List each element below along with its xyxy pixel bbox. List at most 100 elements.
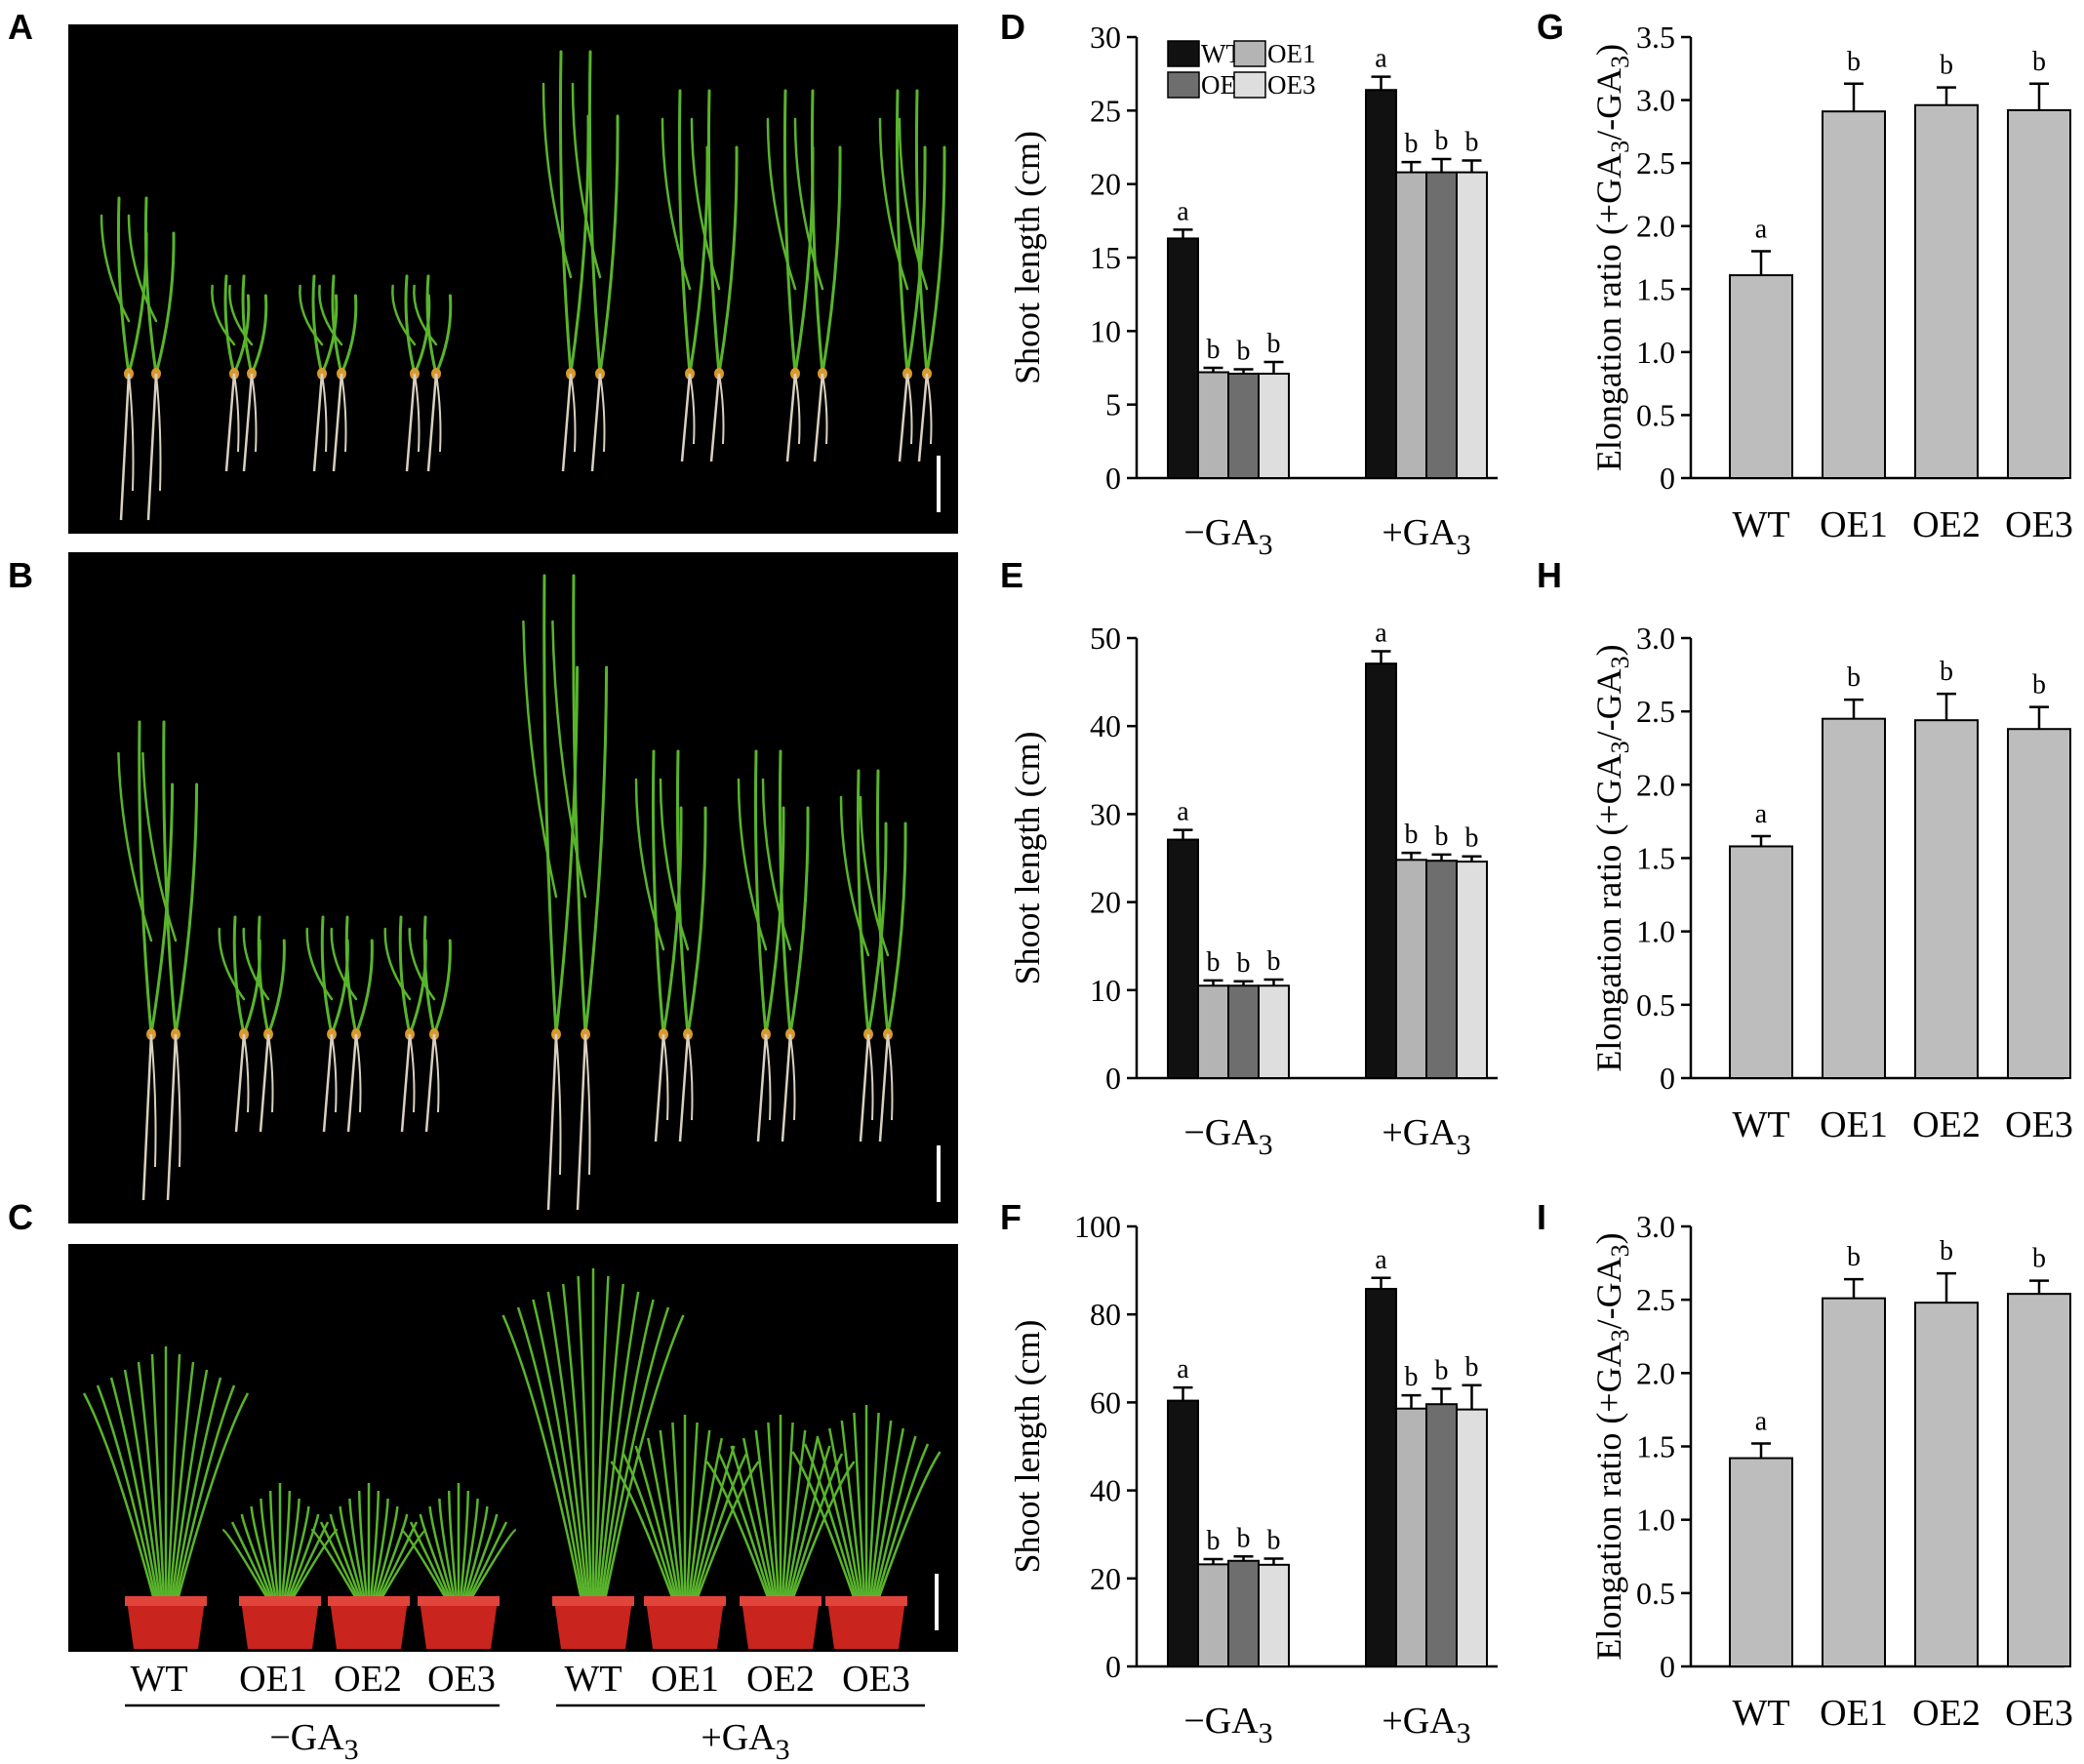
- x-category-label: WT: [1732, 504, 1789, 545]
- y-tick-label: 5: [1105, 387, 1121, 422]
- x-category-label: OE2: [1912, 504, 1981, 545]
- significance-letter: b: [1435, 126, 1449, 156]
- y-tick-label: 10: [1090, 973, 1121, 1008]
- y-tick-label: 0: [1105, 1061, 1121, 1096]
- leaf-blade: [462, 1505, 489, 1601]
- leaf-blade: [791, 1451, 857, 1601]
- leaf-blade: [150, 1353, 166, 1601]
- pot-rim: [825, 1596, 907, 1606]
- pot: [420, 1600, 498, 1649]
- significance-letter: a: [1177, 797, 1189, 827]
- significance-letter: a: [1755, 1406, 1768, 1436]
- leaf-blade: [691, 1445, 736, 1601]
- leaf-blade: [601, 1306, 670, 1601]
- leaf-blade: [318, 284, 343, 346]
- root: [709, 373, 721, 462]
- x-category-label: OE1: [1820, 1104, 1888, 1145]
- leaf-blade: [250, 1505, 276, 1601]
- bar: [1425, 860, 1458, 1079]
- bar: [1258, 1563, 1290, 1667]
- y-tick-label: 0: [1660, 1649, 1675, 1684]
- bar: [1167, 237, 1199, 479]
- leaf-blade: [778, 749, 792, 1036]
- root: [234, 1033, 246, 1133]
- significance-letter: b: [1207, 947, 1221, 978]
- leaf-blade: [221, 1528, 270, 1601]
- bar: [1729, 1457, 1793, 1667]
- panel-letter-g: G: [1537, 7, 1564, 47]
- root: [687, 1033, 694, 1121]
- y-tick-label: 30: [1090, 20, 1121, 55]
- pot-rim: [125, 1596, 207, 1606]
- leaf-blade: [840, 1420, 864, 1601]
- leaf-blade: [659, 1429, 683, 1601]
- significance-letter: b: [1940, 657, 1953, 687]
- leaf-blade: [816, 1435, 861, 1601]
- leaf-blade: [383, 927, 412, 1001]
- y-tick-label: 1.0: [1636, 1503, 1675, 1538]
- leaf-blade: [260, 1498, 278, 1601]
- caption-genotype: OE2: [746, 1659, 815, 1700]
- y-axis-label: Shoot length (cm): [1008, 1320, 1047, 1574]
- leaf-blade: [288, 1521, 330, 1601]
- pot: [330, 1600, 408, 1649]
- leaf-blade: [413, 284, 438, 346]
- leaf-blade: [583, 665, 609, 1036]
- significance-letter: b: [1465, 1352, 1479, 1383]
- leaf-blade: [123, 1369, 162, 1601]
- leaf-blade: [100, 214, 131, 323]
- leaf-blade: [116, 196, 131, 376]
- bar: [1197, 371, 1229, 479]
- bar: [1425, 171, 1458, 479]
- leaf-blade: [577, 1275, 593, 1601]
- leaf-blade: [730, 1445, 775, 1601]
- leaf-blade: [375, 1513, 409, 1601]
- caption-genotype: OE2: [334, 1659, 402, 1700]
- pot: [127, 1600, 205, 1649]
- leaf-blade: [551, 620, 587, 899]
- leaf-blade: [895, 89, 909, 376]
- leaf-blade: [686, 806, 707, 1036]
- x-category-label: +GA3: [1382, 1701, 1470, 1749]
- root: [150, 1033, 157, 1168]
- panel-letter-c: C: [8, 1197, 33, 1237]
- leaf-blade: [228, 284, 254, 346]
- leaf-blade: [172, 1377, 222, 1601]
- significance-letter: b: [1435, 1355, 1449, 1385]
- leaf-blade: [554, 665, 580, 1036]
- leaf-blade: [331, 274, 343, 376]
- y-tick-label: 40: [1090, 1473, 1121, 1508]
- root: [259, 1033, 270, 1133]
- significance-letter: b: [1435, 822, 1449, 852]
- leaf-blade: [788, 806, 810, 1036]
- significance-letter: b: [1267, 946, 1281, 977]
- leaf-blade: [466, 1521, 508, 1601]
- leaf-blade: [856, 769, 870, 1036]
- bar: [1258, 373, 1290, 480]
- leaf-blade: [286, 1513, 320, 1601]
- root: [822, 373, 828, 445]
- y-tick-label: 25: [1090, 93, 1121, 128]
- legend-swatch: [1167, 40, 1200, 67]
- leaf-blade: [886, 822, 907, 1036]
- leaf-blade: [634, 778, 665, 951]
- y-axis-label: Elongation ratio (+GA3/-GA3): [1589, 644, 1634, 1071]
- leaf-blade: [868, 1420, 893, 1601]
- root: [322, 1033, 334, 1133]
- significance-letter: b: [1267, 329, 1281, 359]
- root: [599, 373, 606, 453]
- leaf-blade: [597, 1291, 640, 1601]
- leaf-blade: [753, 749, 768, 1036]
- significance-letter: b: [1940, 51, 1953, 81]
- significance-letter: a: [1375, 1245, 1387, 1275]
- y-axis-label: Elongation ratio (+GA3/-GA3): [1589, 1232, 1634, 1660]
- root: [906, 373, 913, 445]
- y-tick-label: 0: [1105, 1649, 1121, 1684]
- caption-genotype: OE3: [842, 1659, 910, 1700]
- x-category-label: OE3: [2005, 1693, 2073, 1734]
- root: [584, 1033, 591, 1176]
- leaf-blade: [914, 89, 929, 376]
- pot: [827, 1600, 905, 1649]
- root: [789, 1033, 796, 1121]
